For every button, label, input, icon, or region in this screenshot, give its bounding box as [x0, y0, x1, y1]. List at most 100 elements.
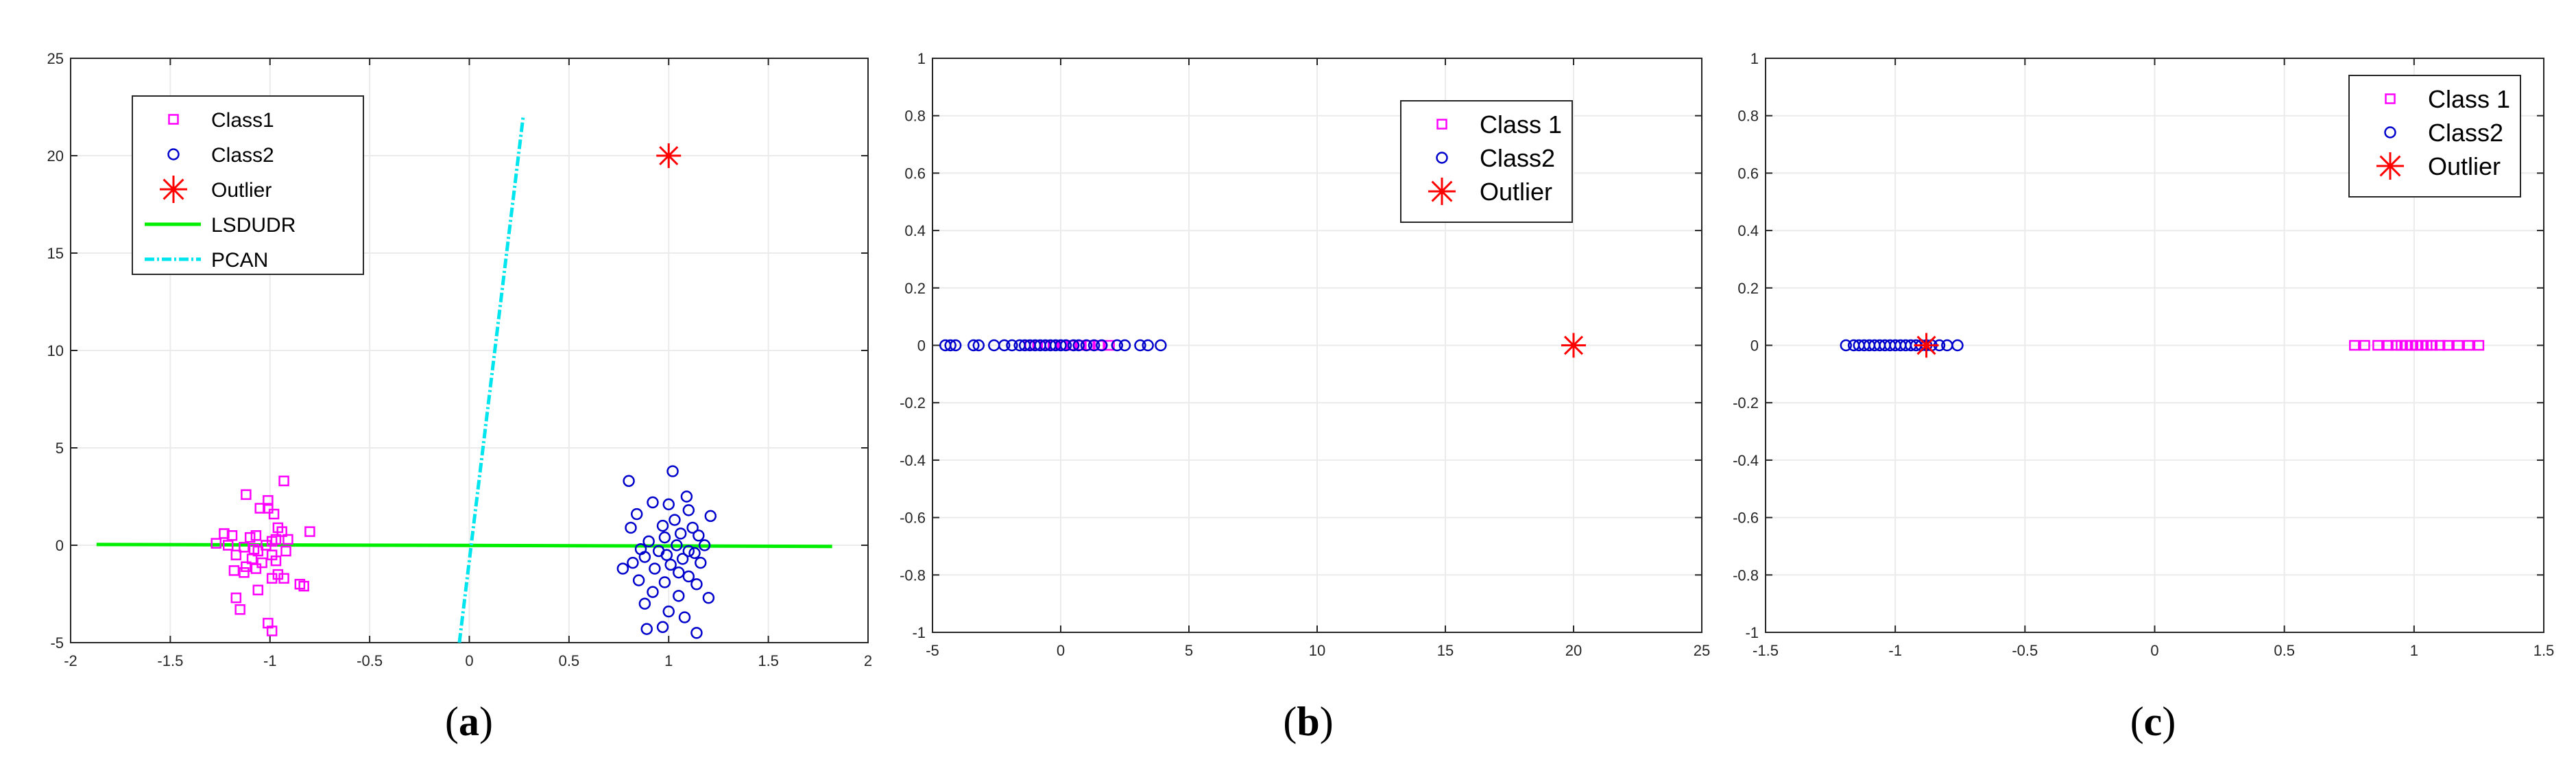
legend-swatch-class-1	[2385, 93, 2396, 104]
class2-point	[698, 539, 711, 551]
class2-point	[666, 465, 679, 477]
class-1-point	[2372, 339, 2383, 351]
legend-swatch-class2	[167, 148, 180, 160]
panel-c: -1.5 -1 -0.5 0 0.5 1 1.5-1-0.8-0.6-0.4-0.200.2…	[1733, 50, 2554, 744]
y-tick-label: -0.6	[1733, 510, 1759, 527]
class2-point	[660, 549, 673, 561]
x-tick-label: 1	[664, 652, 673, 669]
y-tick-label: -0.4	[1733, 452, 1759, 469]
class2-point	[625, 521, 637, 534]
class2-point	[662, 605, 675, 618]
y-tick-label: 0.6	[1737, 165, 1759, 182]
class2-point	[631, 508, 643, 521]
y-tick-label: -0.6	[900, 510, 926, 527]
class2-point	[616, 562, 629, 575]
class1-point	[228, 565, 240, 576]
class2-point	[673, 567, 685, 579]
class2-point	[673, 590, 685, 602]
panel-caption: (a)	[445, 699, 493, 744]
class2-point	[944, 339, 956, 352]
class2-point	[682, 570, 695, 583]
class1-point	[250, 563, 262, 574]
x-tick-label: 0	[1057, 642, 1065, 659]
panel-b: -5 0 5 10 15 20 25 -1 -0.8 -0.6 -0.4 -0.2 0 0.2 0.4 0.6…	[900, 50, 1710, 744]
data-layer	[1840, 333, 2485, 358]
class2-point	[656, 621, 669, 634]
lsdudr-line	[96, 542, 832, 549]
class1-point	[239, 542, 250, 553]
y-tick-label: 5	[56, 440, 64, 457]
class1-point	[241, 489, 252, 500]
legend-box	[132, 95, 364, 275]
legend-box	[1400, 100, 1573, 223]
caption-letter: c	[2144, 699, 2163, 744]
y-tick-label: -0.8	[900, 567, 926, 584]
class2-point	[998, 339, 1011, 352]
class2-point	[949, 339, 962, 352]
class2-point	[688, 547, 701, 560]
class2-point	[1142, 339, 1154, 352]
caption-paren-open: (	[1283, 699, 1297, 744]
class2-point	[640, 623, 653, 635]
y-tick-label: -1	[912, 624, 926, 641]
x-tick-label: 10	[1309, 642, 1325, 659]
legend-label-outlier: Outlier	[2428, 152, 2501, 180]
legend-label-class2: Class2	[211, 144, 274, 167]
class1-point	[278, 573, 289, 584]
x-tick-label: -1.5	[157, 652, 183, 669]
class2-point	[690, 627, 703, 639]
class1-point	[304, 526, 315, 537]
class2-point	[680, 490, 693, 503]
class2-point	[658, 531, 671, 544]
y-tick-label: -5	[50, 634, 64, 652]
class2-point	[638, 597, 651, 610]
y-tick-label: 0.4	[1737, 222, 1759, 239]
pcan-line	[457, 116, 525, 643]
class2-point	[1155, 339, 1167, 352]
class1-point	[280, 545, 291, 557]
class1-point	[248, 543, 260, 555]
x-tick-label: -1.5	[1753, 642, 1779, 659]
panel-caption: (b)	[1283, 699, 1333, 744]
class2-point	[664, 558, 677, 571]
data-layer	[96, 116, 832, 643]
class1-point	[266, 536, 278, 547]
class-1-point	[2442, 339, 2453, 351]
class-1-point	[2383, 339, 2394, 351]
outlier-point	[1914, 333, 1939, 358]
x-tick-label: -1	[263, 652, 277, 669]
y-tick-label: 0.2	[904, 280, 926, 297]
x-tick-label: 0.5	[559, 652, 580, 669]
class-1-point	[2434, 339, 2446, 351]
x-tick-label: 0	[465, 652, 473, 669]
class2-point	[676, 553, 689, 565]
y-tick-label: 0.4	[904, 222, 926, 239]
class1-point	[263, 494, 274, 506]
legend-swatch-outlier	[1428, 178, 1456, 205]
x-tick-label: 5	[1185, 642, 1193, 659]
class2-point	[1134, 339, 1146, 352]
class1-point	[234, 604, 245, 615]
y-tick-label: 0.8	[1737, 108, 1759, 125]
y-tick-label: 0	[56, 537, 64, 554]
x-tick-label: -0.5	[357, 652, 383, 669]
y-tick-label: 1	[917, 50, 926, 67]
class2-point	[669, 514, 681, 526]
x-tick-label: 1	[2410, 642, 2418, 659]
class1-point	[268, 508, 280, 520]
class1-point	[230, 549, 242, 560]
y-tick-label: 0.6	[904, 165, 926, 182]
y-tick-label: 0.2	[1737, 280, 1759, 297]
class2-point	[662, 498, 675, 511]
caption-paren-open: (	[2130, 699, 2144, 744]
x-tick-label: 25	[1694, 642, 1710, 659]
class2-point	[1087, 339, 1100, 352]
panel-caption: (c)	[2130, 699, 2176, 744]
legend-swatch-class1	[168, 114, 179, 125]
x-tick-label: -0.5	[2012, 642, 2038, 659]
caption-letter: a	[459, 699, 479, 744]
class2-point	[693, 529, 705, 542]
panel-a: -2 -1.5 -1 -0.5 0 0.5 1 1.5 2-50510152025Class1C…	[47, 50, 873, 744]
caption-paren-open: (	[445, 699, 459, 744]
class2-point	[656, 519, 669, 532]
